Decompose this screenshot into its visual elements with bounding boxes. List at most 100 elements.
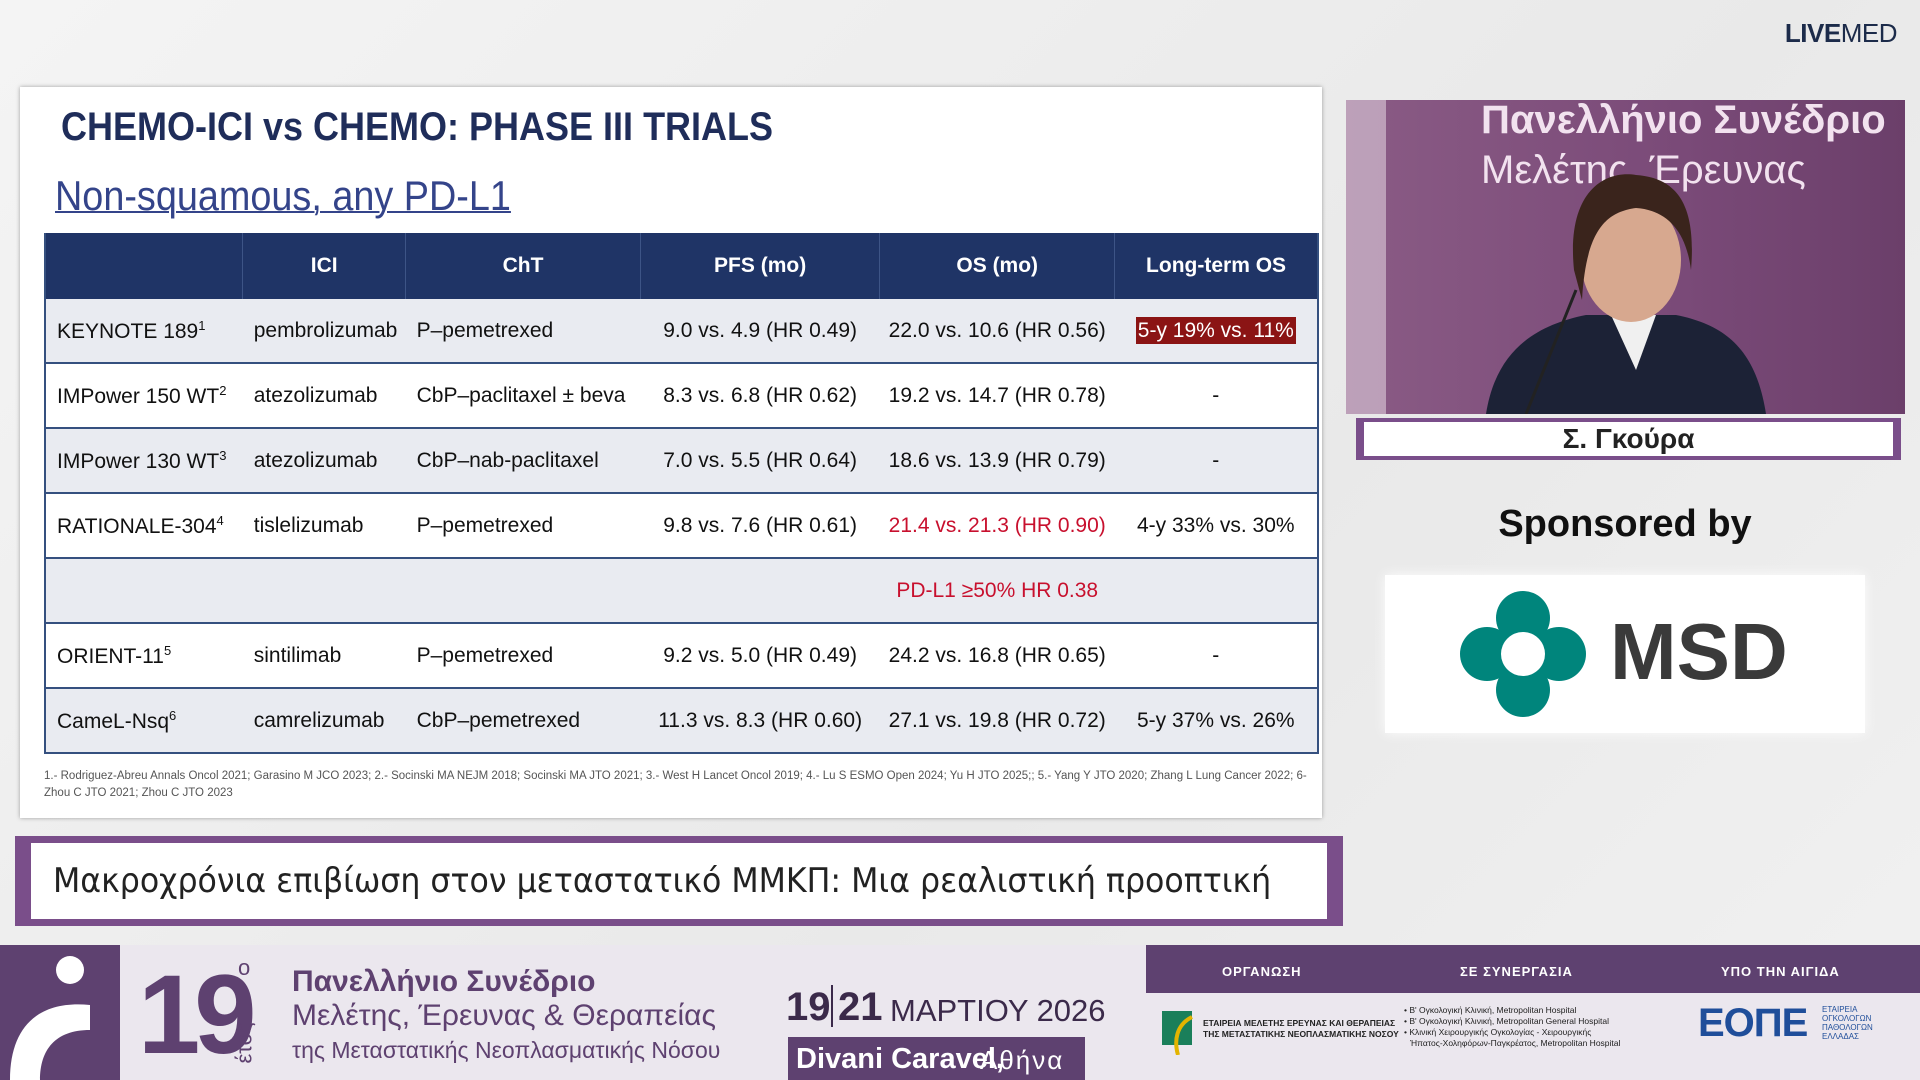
collaboration-line: • Β' Ογκολογική Κλινική, Metropolitan Ge… [1404,1016,1609,1026]
long-term-os-value: - [1212,643,1220,667]
ici-value: sintilimab [253,643,342,667]
table-cell: P–pemetrexed [405,623,641,689]
venue-box: Divani Caravel, Αθήνα [788,1037,1085,1080]
table-cell: 9.0 vs. 4.9 (HR 0.49) [640,299,880,364]
auspices-line: ΕΛΛΑΔΑΣ [1822,1032,1859,1041]
auspices-line: ΕΤΑΙΡΕΙΑ [1822,1005,1858,1014]
trial-ref: 2 [219,382,227,398]
long-term-os-value: 5-y 37% vs. 26% [1137,708,1295,732]
collaboration-heading: ΣΕ ΣΥΝΕΡΓΑΣΙΑ [1460,964,1573,979]
trial-ref: 5 [163,642,172,658]
table-row: ORIENT-115 sintilimab P–pemetrexed 9.2 vs. … [45,623,1318,689]
table-cell [1114,558,1318,624]
table-cell: 21.4 vs. 21.3 (HR 0.90) [879,493,1115,559]
ici-value: camrelizumab [253,708,385,732]
auspices-logo: ΕΟΠΕ [1698,1001,1808,1045]
table-cell: 5-y 19% vs. 11% [1114,299,1318,364]
table-row: CameL-Nsq6 camrelizumab CbP–pemetrexed 11.3… [45,688,1318,754]
table-cell: 4-y 33% vs. 30% [1114,493,1318,559]
os-value: 22.0 vs. 10.6 (HR 0.56) [888,318,1106,342]
edition-number: 19 [138,952,257,1077]
table-cell: 9.8 vs. 7.6 (HR 0.61) [640,493,880,559]
pfs-value: 11.3 vs. 8.3 (HR 0.60) [658,708,863,732]
table-cell: 7.0 vs. 5.5 (HR 0.64) [640,428,880,494]
ici-value: pembrolizumab [253,318,398,342]
cht-value: CbP–pemetrexed [416,708,581,732]
organisation-logo [1162,1011,1194,1055]
lecture-title: Μακροχρόνια επιβίωση στον μεταστατικό ΜΜ… [53,861,1272,901]
table-cell: - [1114,428,1318,494]
trial-name: RATIONALE-304 [57,514,217,538]
long-term-os-value: - [1212,448,1220,472]
long-term-os-value: - [1212,383,1220,407]
header-cell: ICI [242,233,407,299]
table-cell: - [1114,363,1318,429]
os-value: 18.6 vs. 13.9 (HR 0.79) [888,448,1106,472]
table-cell: 24.2 vs. 16.8 (HR 0.65) [879,623,1115,689]
long-term-os-value: 4-y 33% vs. 30% [1137,513,1295,537]
table-cell: pembrolizumab [242,299,406,364]
footnote: 1.- Rodriguez-Abreu Annals Oncol 2021; G… [44,770,1307,799]
table-row: PD-L1 ≥50% HR 0.38 [45,558,1318,624]
trial-cell: ORIENT-115 [45,623,243,689]
table-cell: 8.3 vs. 6.8 (HR 0.62) [640,363,880,429]
speaker-name: Σ. Γκούρα [1356,418,1901,460]
table-cell: P–pemetrexed [405,299,641,364]
collaboration-line: Ήπατος-Χοληφόρων-Παγκρέατος, Metropolita… [1410,1038,1621,1048]
table-row: IMPower 150 WT2 atezolizumab CbP–paclitaxe… [45,363,1318,429]
slide: CHEMO-ICI vs CHEMO: PHASE III TRIALS Non… [20,87,1322,818]
slide-title: CHEMO-ICI vs CHEMO: PHASE III TRIALS [61,105,774,149]
pfs-value: 9.8 vs. 7.6 (HR 0.61) [663,513,857,537]
table-cell: camrelizumab [242,688,406,754]
long-term-os-value: 5-y 19% vs. 11% [1135,316,1296,344]
cht-value: CbP–nab-paclitaxel [416,448,599,472]
trial-ref: 4 [216,512,224,528]
conference-line: Μελέτης, Έρευνας & Θεραπείας [292,999,716,1032]
date-divider [831,985,833,1027]
table-cell [640,558,880,624]
table-cell: PD-L1 ≥50% HR 0.38 [879,558,1115,624]
table-cell: atezolizumab [242,428,406,494]
os-value: 19.2 vs. 14.7 (HR 0.78) [888,383,1106,407]
sponsor-logo: MSD [1385,575,1865,733]
table-cell: 22.0 vs. 10.6 (HR 0.56) [879,299,1115,364]
lecture-banner: Μακροχρόνια επιβίωση στον μεταστατικό ΜΜ… [15,836,1343,926]
footer: 19 ο έτος Πανελλήνιο Συνέδριο Μελέτης, Έ… [0,945,1920,1080]
trial-cell: IMPower 130 WT3 [45,428,243,494]
table-cell: CbP–pemetrexed [405,688,641,754]
conference-emblem [0,945,120,1080]
os-value: 24.2 vs. 16.8 (HR 0.65) [888,643,1106,667]
auspices-line: ΟΓΚΟΛΟΓΩΝ [1822,1014,1872,1023]
table-cell [242,558,406,624]
speaker-video: Πανελλήνιο Συνέδριο Μελέτης, Έρευνας [1346,100,1905,414]
ici-value: tislelizumab [253,513,364,537]
trial-cell: KEYNOTE 1891 [45,299,243,364]
pfs-value: 9.0 vs. 4.9 (HR 0.49) [663,318,857,342]
header-cell: PFS (mo) [640,233,881,299]
os-value: PD-L1 ≥50% HR 0.38 [896,578,1099,602]
partners-band: ΟΡΓΑΝΩΣΗ ΣΕ ΣΥΝΕΡΓΑΣΙΑ ΥΠΟ ΤΗΝ ΑΙΓΙΔΑ [1146,945,1920,993]
table-cell: 19.2 vs. 14.7 (HR 0.78) [879,363,1115,429]
pfs-value: 9.2 vs. 5.0 (HR 0.49) [663,643,857,667]
table-body: KEYNOTE 1891 pembrolizumab P–pemetrexed 9.0… [45,299,1318,754]
auspices-line: ΠΑΘΟΛΟΓΩΝ [1822,1023,1873,1032]
organisation-line: ΕΤΑΙΡΕΙΑ ΜΕΛΕΤΗΣ ΕΡΕΥΝΑΣ ΚΑΙ ΘΕΡΑΠΕΙΑΣ [1203,1018,1396,1028]
sponsor-name: MSD [1610,607,1788,696]
edition-suffix: ο [238,955,251,980]
trial-name: ORIENT-11 [57,644,164,668]
venue: Divani Caravel, [796,1043,1004,1075]
trial-cell [45,558,243,624]
collaboration-line: • Β' Ογκολογική Κλινική, Metropolitan Ho… [1404,1005,1577,1015]
header-row: ICI ChT PFS (mo) OS (mo) Long-term OS [45,233,1319,299]
cht-value: P–pemetrexed [416,318,554,342]
header-cell [45,233,244,299]
trial-name: CameL-Nsq [57,709,170,733]
table-cell: - [1114,623,1318,689]
conference-line: της Μεταστατικής Νεοπλασματικής Νόσου [292,1037,721,1063]
table-row: KEYNOTE 1891 pembrolizumab P–pemetrexed 9.0… [45,299,1318,364]
brand-logo: LIVEMED [1785,18,1898,49]
brand-med: MED [1840,18,1898,48]
header-cell: OS (mo) [879,233,1116,299]
